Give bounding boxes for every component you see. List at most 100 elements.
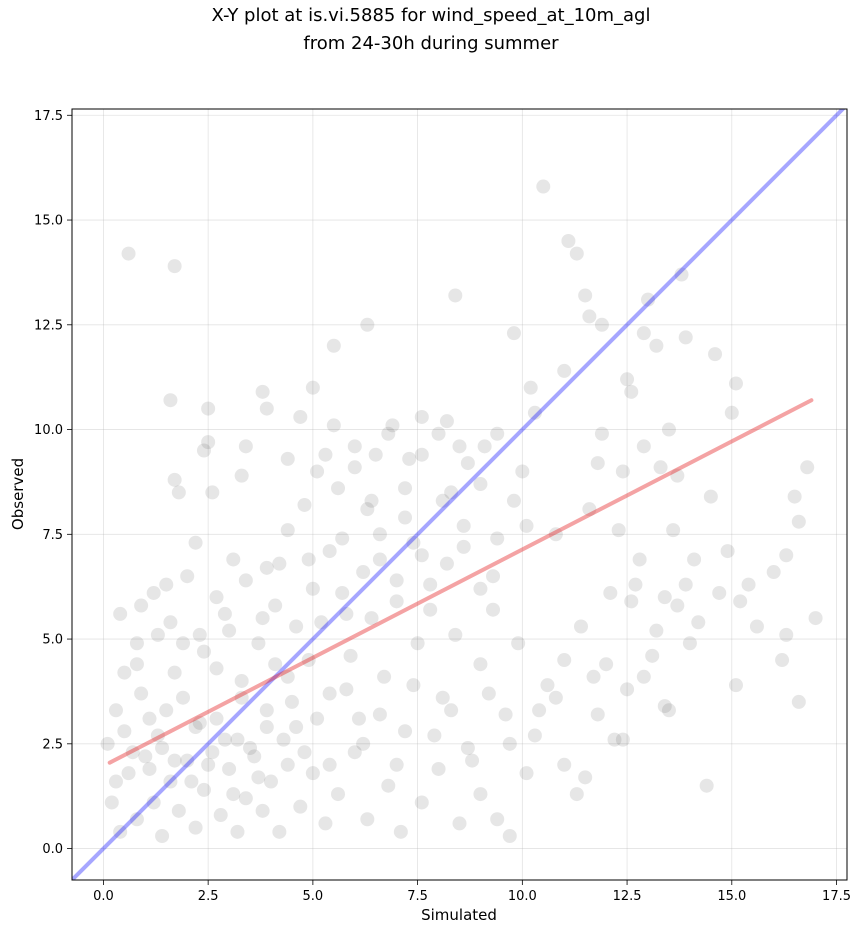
scatter-point bbox=[708, 347, 723, 362]
scatter-point bbox=[347, 745, 362, 760]
scatter-point bbox=[305, 766, 320, 781]
scatter-point bbox=[398, 481, 413, 496]
scatter-point bbox=[808, 611, 823, 626]
scatter-point bbox=[548, 690, 563, 705]
scatter-point bbox=[590, 707, 605, 722]
scatter-point bbox=[209, 590, 224, 605]
scatter-point bbox=[171, 803, 186, 818]
scatter-point bbox=[624, 384, 639, 399]
scatter-point bbox=[104, 795, 119, 810]
scatter-point bbox=[322, 757, 337, 772]
scatter-point bbox=[448, 288, 463, 303]
scatter-point bbox=[280, 523, 295, 538]
scatter-point bbox=[687, 552, 702, 567]
scatter-point bbox=[163, 774, 178, 789]
scatter-point bbox=[406, 535, 421, 550]
scatter-point bbox=[234, 690, 249, 705]
x-tick-label: 7.5 bbox=[407, 889, 428, 904]
scatter-point bbox=[498, 707, 513, 722]
scatter-point bbox=[301, 552, 316, 567]
scatter-point bbox=[113, 606, 128, 621]
scatter-point bbox=[615, 464, 630, 479]
scatter-point bbox=[779, 548, 794, 563]
scatter-point bbox=[335, 585, 350, 600]
scatter-point bbox=[238, 573, 253, 588]
scatter-point bbox=[473, 477, 488, 492]
scatter-point bbox=[599, 657, 614, 672]
x-axis-label: Simulated bbox=[421, 906, 497, 924]
scatter-point bbox=[502, 736, 517, 751]
scatter-point bbox=[142, 711, 157, 726]
scatter-point bbox=[159, 577, 174, 592]
scatter-point bbox=[414, 447, 429, 462]
scatter-point bbox=[196, 782, 211, 797]
scatter-point bbox=[389, 573, 404, 588]
scatter-point bbox=[519, 518, 534, 533]
scatter-point bbox=[243, 741, 258, 756]
scatter-point bbox=[615, 732, 630, 747]
scatter-point bbox=[331, 481, 346, 496]
x-tick-label: 12.5 bbox=[613, 889, 642, 904]
scatter-point bbox=[368, 447, 383, 462]
scatter-point bbox=[573, 619, 588, 634]
regression-fit-line bbox=[107, 398, 814, 765]
scatter-point bbox=[406, 678, 421, 693]
scatter-point bbox=[121, 766, 136, 781]
scatter-point bbox=[486, 569, 501, 584]
x-tick-label: 10.0 bbox=[508, 889, 537, 904]
y-tick-label: 10.0 bbox=[34, 423, 63, 438]
scatter-point bbox=[280, 669, 295, 684]
scatter-point bbox=[519, 766, 534, 781]
scatter-point bbox=[339, 606, 354, 621]
scatter-point bbox=[678, 577, 693, 592]
scatter-point bbox=[578, 770, 593, 785]
scatter-point bbox=[569, 246, 584, 261]
scatter-point bbox=[766, 565, 781, 580]
scatter-point bbox=[289, 619, 304, 634]
scatter-point bbox=[620, 682, 635, 697]
scatter-point bbox=[326, 418, 341, 433]
scatter-point bbox=[259, 703, 274, 718]
scatter-point bbox=[636, 439, 651, 454]
scatter-point bbox=[176, 690, 191, 705]
scatter-point bbox=[272, 824, 287, 839]
scatter-point bbox=[527, 728, 542, 743]
scatter-point bbox=[741, 577, 756, 592]
scatter-point bbox=[305, 380, 320, 395]
scatter-point bbox=[184, 774, 199, 789]
scatter-point bbox=[557, 363, 572, 378]
y-tick-label: 7.5 bbox=[42, 528, 63, 543]
scatter-point bbox=[661, 422, 676, 437]
scatter-point bbox=[234, 468, 249, 483]
ticks-layer: 0.0 2.5 5.0 7.5 10.0 12.5 15.0 17.5 0.0 2.5 5.0 7.5… bbox=[34, 109, 851, 904]
scatter-point bbox=[155, 741, 170, 756]
scatter-point bbox=[452, 816, 467, 831]
scatter-point bbox=[167, 259, 182, 274]
scatter-point bbox=[226, 552, 241, 567]
scatter-point bbox=[188, 720, 203, 735]
scatter-point bbox=[460, 456, 475, 471]
scatter-point bbox=[230, 732, 245, 747]
scatter-point bbox=[343, 648, 358, 663]
scatter-point bbox=[268, 598, 283, 613]
scatter-point bbox=[192, 715, 207, 730]
lines-layer bbox=[72, 109, 846, 880]
scatter-point bbox=[490, 812, 505, 827]
scatter-point bbox=[385, 418, 400, 433]
scatter-point bbox=[163, 615, 178, 630]
scatter-point bbox=[201, 757, 216, 772]
scatter-point bbox=[582, 309, 597, 324]
scatter-point bbox=[356, 565, 371, 580]
scatter-point bbox=[381, 778, 396, 793]
y-tick-label: 12.5 bbox=[34, 318, 63, 333]
scatter-point bbox=[410, 636, 425, 651]
scatter-point bbox=[465, 753, 480, 768]
scatter-point bbox=[280, 451, 295, 466]
scatter-point bbox=[473, 581, 488, 596]
scatter-point bbox=[649, 623, 664, 638]
scatter-point bbox=[435, 690, 450, 705]
scatter-point bbox=[360, 812, 375, 827]
scatter-point bbox=[423, 602, 438, 617]
scatter-point bbox=[398, 510, 413, 525]
scatter-point bbox=[657, 590, 672, 605]
